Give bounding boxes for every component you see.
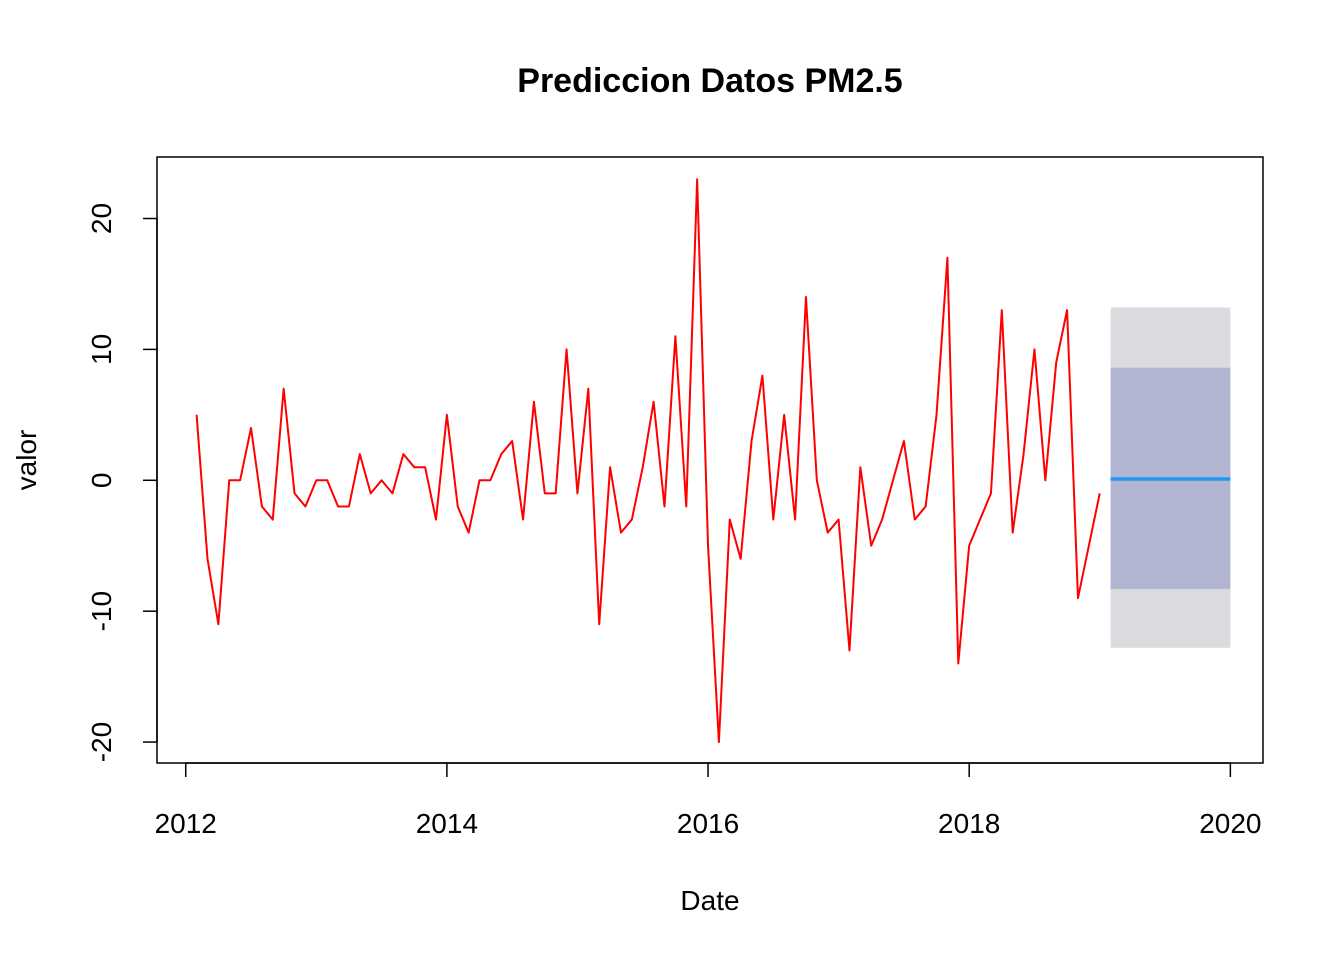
x-tick-label: 2018 bbox=[938, 808, 1000, 839]
chart-title: Prediccion Datos PM2.5 bbox=[517, 62, 902, 100]
y-tick-label: 20 bbox=[86, 203, 117, 234]
x-tick-label: 2020 bbox=[1199, 808, 1261, 839]
series-line bbox=[195, 178, 1101, 744]
x-tick-label: 2016 bbox=[677, 808, 739, 839]
y-axis-label: valor bbox=[11, 430, 42, 491]
y-tick-label: 10 bbox=[86, 334, 117, 365]
y-axis: -20 -10 0 10 20 bbox=[86, 203, 158, 762]
series-layer bbox=[195, 178, 1101, 744]
y-tick-label: 0 bbox=[86, 472, 117, 488]
x-tick-label: 2012 bbox=[155, 808, 217, 839]
x-axis: 2012 2014 2016 2018 2020 bbox=[155, 762, 1262, 839]
plot-border bbox=[156, 156, 1264, 764]
y-tick-label: -10 bbox=[86, 591, 117, 631]
x-axis-label: Date bbox=[680, 885, 739, 916]
x-tick-label: 2014 bbox=[416, 808, 478, 839]
plot-area bbox=[156, 156, 1264, 764]
forecast-layer bbox=[1110, 307, 1231, 648]
y-tick-label: -20 bbox=[86, 722, 117, 762]
